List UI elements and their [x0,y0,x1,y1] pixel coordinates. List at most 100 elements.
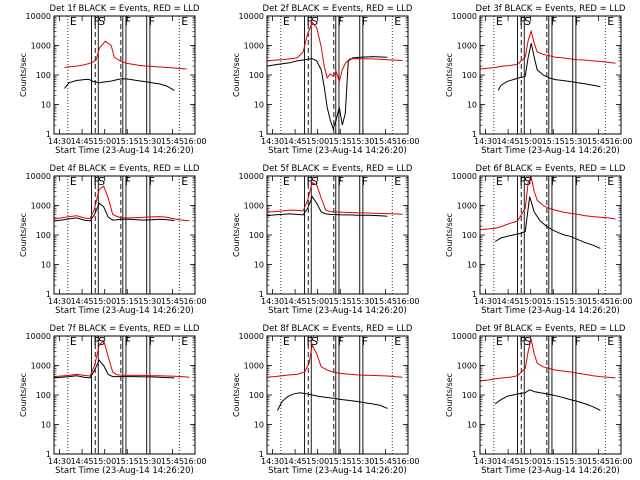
y-tick-label: 10 [41,261,51,270]
x-tick-label: 15:30 [138,137,161,146]
x-tick-label: 14:30 [261,297,284,306]
x-tick-label: 15:30 [564,297,587,306]
x-axis-label: Start Time (23-Aug-14 14:26:20) [481,146,620,156]
plot-frame [266,175,409,295]
time-marker-label: E [496,335,503,348]
time-marker-label: E [496,15,503,28]
y-tick-label: 1 [472,290,477,299]
panel-title: Det 3f BLACK = Events, RED = LLD [476,4,626,14]
lld-series-line [64,40,187,70]
panel-title: Det 9f BLACK = Events, RED = LLD [476,324,626,334]
y-tick-label: 10000 [26,172,51,181]
x-tick-label: 16:00 [183,137,206,146]
lld-series-line [480,176,616,231]
x-tick-label: 15:45 [374,457,397,466]
y-tick-label: 10 [254,421,264,430]
time-marker-label: F [519,175,525,188]
time-marker-label: F [125,175,131,188]
x-tick-label: 14:45 [71,137,94,146]
y-tick-label: 10 [467,421,477,430]
y-axis-label: Counts/sec [19,53,28,97]
events-series-line [267,56,388,131]
y-tick-label: 1 [46,130,51,139]
x-tick-label: 15:30 [351,457,374,466]
x-tick-label: 14:30 [48,137,71,146]
x-tick-label: 15:15 [542,137,565,146]
x-tick-label: 15:30 [564,457,587,466]
panel-title: Det 4f BLACK = Events, RED = LLD [50,164,200,174]
x-axis-label: Start Time (23-Aug-14 14:26:20) [268,146,407,156]
time-marker-label: E [607,15,614,28]
x-tick-label: 15:00 [306,457,329,466]
x-tick-label: 15:00 [93,297,116,306]
y-tick-label: 10 [467,101,477,110]
time-marker-label: F [362,15,368,28]
y-tick-label: 1000 [457,362,477,371]
time-marker-label: F [338,335,344,348]
x-tick-label: 14:45 [71,297,94,306]
time-marker-label: S [98,175,105,188]
y-axis-label: Counts/sec [232,53,241,97]
y-tick-label: 1000 [31,202,51,211]
x-tick-label: 16:00 [396,297,419,306]
x-tick-label: 15:15 [329,137,352,146]
y-tick-label: 1000 [31,362,51,371]
lld-series-line [267,343,403,378]
time-marker-label: F [125,15,131,28]
y-tick-label: 1 [472,130,477,139]
plot-frame [53,175,196,295]
x-axis-label: Start Time (23-Aug-14 14:26:20) [268,466,407,476]
events-series-line [54,359,175,379]
time-marker-label: S [98,335,105,348]
y-tick-label: 1000 [31,42,51,51]
events-series-line [54,202,175,222]
x-tick-label: 15:00 [306,137,329,146]
y-tick-label: 100 [36,71,51,80]
events-series-line [64,78,175,91]
x-tick-label: 16:00 [609,297,632,306]
x-axis-label: Start Time (23-Aug-14 14:26:20) [55,146,194,156]
x-tick-label: 14:30 [48,297,71,306]
panel-title: Det 2f BLACK = Events, RED = LLD [263,4,413,14]
panel-title: Det 7f BLACK = Events, RED = LLD [50,324,200,334]
panel-title: Det 5f BLACK = Events, RED = LLD [263,164,413,174]
x-tick-label: 15:00 [93,457,116,466]
y-tick-label: 1000 [244,202,264,211]
time-marker-label: F [575,175,581,188]
x-tick-label: 15:45 [161,457,184,466]
time-marker-label: E [70,335,77,348]
y-tick-label: 1000 [244,42,264,51]
time-marker-label: E [394,175,401,188]
y-tick-label: 100 [249,391,264,400]
y-tick-label: 10 [254,101,264,110]
time-marker-label: E [283,15,290,28]
time-marker-label: F [362,175,368,188]
time-marker-label: S [524,15,531,28]
lld-series-line [480,29,616,70]
y-tick-label: 1000 [457,42,477,51]
panel-title: Det 1f BLACK = Events, RED = LLD [50,4,200,14]
x-tick-label: 14:30 [48,457,71,466]
x-tick-label: 15:45 [374,297,397,306]
x-tick-label: 16:00 [609,137,632,146]
time-marker-label: E [394,15,401,28]
plot-frame [266,335,409,455]
y-tick-label: 10 [467,261,477,270]
plot-frame [479,175,622,295]
y-tick-label: 1 [259,290,264,299]
time-marker-label: F [575,335,581,348]
y-tick-label: 10 [41,101,51,110]
y-axis-label: Counts/sec [232,213,241,257]
x-tick-label: 16:00 [396,457,419,466]
x-tick-label: 14:30 [474,457,497,466]
time-marker-label: F [338,175,344,188]
time-marker-label: E [607,335,614,348]
y-tick-label: 10000 [239,12,264,21]
x-tick-label: 15:45 [587,137,610,146]
time-marker-label: F [125,335,131,348]
time-marker-label: S [311,15,318,28]
